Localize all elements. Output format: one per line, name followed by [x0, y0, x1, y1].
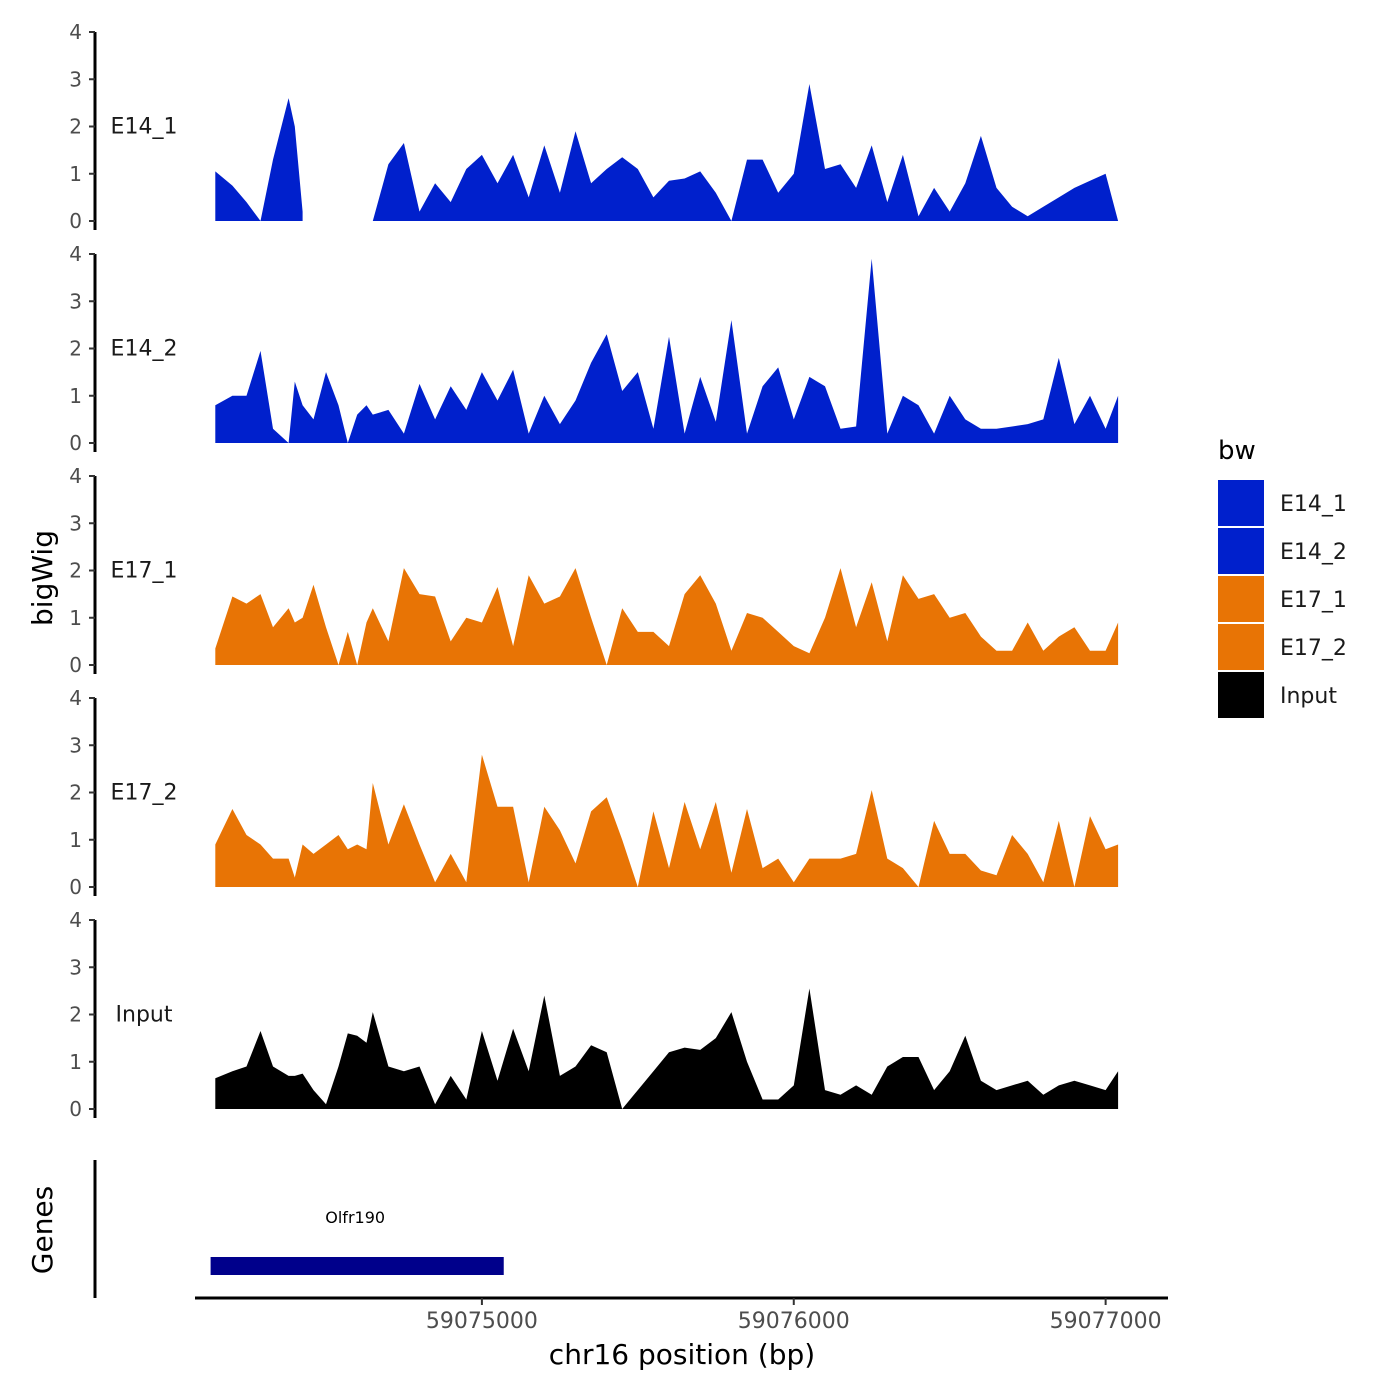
track-label-e17-2: E17_2 [111, 781, 178, 806]
legend-label: E17_2 [1280, 636, 1347, 661]
y-tick-label: 0 [69, 1097, 82, 1121]
y-tick-label: 0 [69, 209, 82, 233]
y-tick-label: 0 [69, 431, 82, 455]
legend-swatch [1218, 480, 1264, 526]
y-tick-label: 3 [69, 289, 82, 313]
y-tick-label: 1 [69, 606, 82, 630]
signal-area-e14-2 [215, 258, 1119, 443]
y-tick-label: 2 [69, 559, 82, 583]
y-tick-label: 4 [69, 686, 82, 710]
y-tick-label: 1 [69, 384, 82, 408]
y-tick-label: 0 [69, 875, 82, 899]
y-tick-label: 3 [69, 511, 82, 535]
signal-area-e14-1 [215, 98, 303, 221]
x-axis-title: chr16 position (bp) [549, 1338, 815, 1371]
y-tick-label: 4 [69, 464, 82, 488]
legend-label: E14_2 [1280, 540, 1347, 565]
gene-body [210, 1257, 504, 1275]
track-label-input: Input [116, 1003, 173, 1028]
y-tick-label: 3 [69, 733, 82, 757]
track-input: 0 1 2 3 4 Input [69, 908, 1119, 1121]
y-axis-title: bigWig [26, 530, 59, 626]
track-e14-1: 0 1 2 3 4 E14_1 [69, 20, 1119, 233]
y-tick-label: 3 [69, 67, 82, 91]
legend-swatch [1218, 528, 1264, 574]
track-e17-1: 0 1 2 3 4 E17_1 [69, 464, 1119, 677]
y-tick-label: 1 [69, 162, 82, 186]
genes-axis-title: Genes [26, 1186, 59, 1274]
y-tick-label: 1 [69, 1050, 82, 1074]
y-tick-label: 2 [69, 781, 82, 805]
x-tick-label: 59076000 [738, 1309, 850, 1334]
y-tick-label: 3 [69, 955, 82, 979]
track-label-e14-2: E14_2 [111, 337, 178, 362]
y-tick-label: 2 [69, 337, 82, 361]
x-axis: 59075000 59076000 59077000 [195, 1296, 1168, 1334]
signal-area-input [215, 988, 1119, 1109]
legend-label: Input [1280, 684, 1337, 709]
gene-track: Olfr190 [93, 1160, 504, 1298]
y-tick-label: 2 [69, 1003, 82, 1027]
track-label-e14-1: E14_1 [111, 115, 178, 140]
legend-swatch [1218, 672, 1264, 718]
legend-title: bw [1218, 436, 1256, 466]
legend-label: E14_1 [1280, 492, 1347, 517]
signal-area-e14-1 [372, 84, 1119, 221]
y-tick-label: 4 [69, 908, 82, 932]
x-tick-label: 59077000 [1050, 1309, 1162, 1334]
gene-label: Olfr190 [325, 1208, 385, 1227]
y-tick-label: 0 [69, 653, 82, 677]
y-tick-label: 4 [69, 20, 82, 44]
x-tick-label: 59075000 [426, 1309, 538, 1334]
signal-area-e17-2 [215, 754, 1119, 887]
track-label-e17-1: E17_1 [111, 559, 178, 584]
track-e14-2: 0 1 2 3 4 E14_2 [69, 242, 1119, 455]
track-e17-2: 0 1 2 3 4 E17_2 [69, 686, 1119, 899]
y-tick-label: 2 [69, 115, 82, 139]
legend-swatch [1218, 576, 1264, 622]
legend-label: E17_1 [1280, 588, 1347, 613]
track-panels: 0 1 2 3 4 E14_1 0 1 2 3 4 E14_2 0 1 2 3 4 E17_1 0 1 2 3 4 E17_2… [69, 20, 1119, 1121]
y-tick-label: 1 [69, 828, 82, 852]
signal-area-e17-1 [215, 568, 1119, 665]
legend: bw E14_1 E14_2 E17_1 E17_2 Input [1218, 436, 1347, 718]
legend-swatch [1218, 624, 1264, 670]
y-tick-label: 4 [69, 242, 82, 266]
